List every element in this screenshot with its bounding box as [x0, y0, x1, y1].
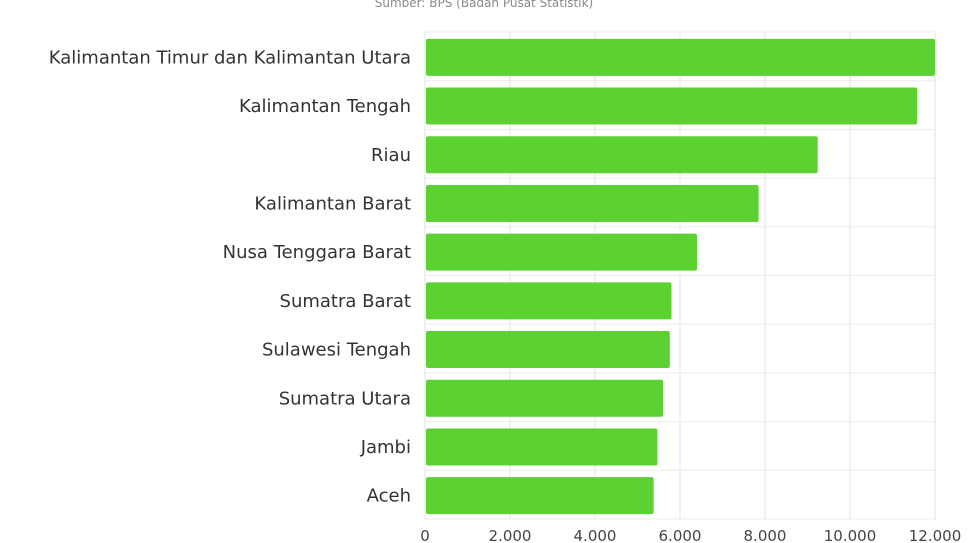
- x-tick-label: 12.000: [909, 527, 962, 543]
- x-tick-labels: 0 2.000 4.000 6.000 8.000 10.000 12.000: [420, 527, 961, 543]
- category-label: Riau: [371, 145, 411, 166]
- x-tick-label: 6.000: [659, 527, 702, 543]
- x-tick-label: 8.000: [744, 527, 787, 543]
- bar[interactable]: [426, 184, 759, 222]
- x-tick-label: 2.000: [489, 527, 532, 543]
- category-label: Sulawesi Tengah: [262, 340, 411, 361]
- category-labels: Kalimantan Timur dan Kalimantan Utara Kal…: [49, 47, 411, 506]
- category-label: Kalimantan Tengah: [239, 96, 411, 117]
- bar[interactable]: [426, 282, 672, 320]
- bar[interactable]: [426, 233, 697, 271]
- category-label: Sumatra Utara: [279, 388, 411, 409]
- category-label: Kalimantan Timur dan Kalimantan Utara: [49, 47, 411, 68]
- category-label: Aceh: [367, 486, 411, 507]
- bar[interactable]: [426, 87, 918, 125]
- x-tick-label: 0: [420, 527, 430, 543]
- category-label: Nusa Tenggara Barat: [223, 242, 411, 263]
- category-label: Jambi: [360, 437, 411, 458]
- bar[interactable]: [426, 331, 670, 369]
- bar[interactable]: [426, 428, 658, 466]
- category-label: Kalimantan Barat: [254, 193, 411, 214]
- chart-subtitle: Sumber: BPS (Badan Pusat Statistik): [374, 0, 594, 10]
- category-label: Sumatra Barat: [280, 291, 411, 312]
- x-tick-label: 10.000: [824, 527, 877, 543]
- grid-lines: [424, 31, 936, 521]
- bar[interactable]: [426, 38, 935, 76]
- bar[interactable]: [426, 136, 818, 174]
- bar[interactable]: [426, 477, 654, 515]
- bar[interactable]: [426, 379, 663, 417]
- bars-group: [426, 38, 935, 515]
- x-tick-label: 4.000: [574, 527, 617, 543]
